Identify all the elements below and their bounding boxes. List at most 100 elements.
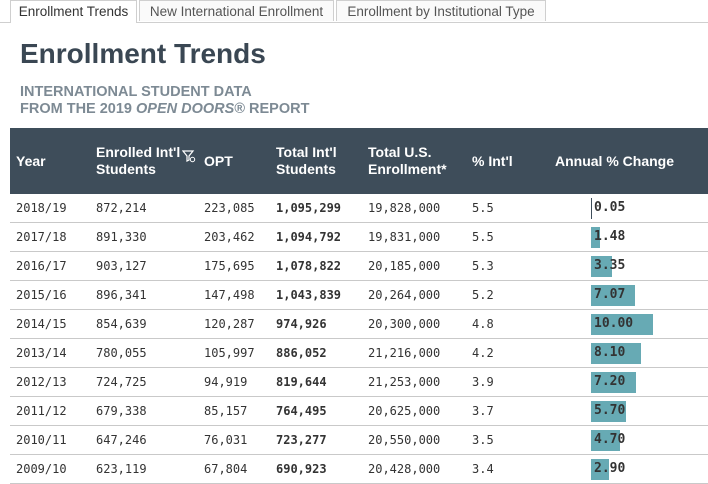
cell-pct-intl: 4.8: [472, 317, 494, 331]
cell-us-enrollment: 20,550,000: [368, 433, 441, 447]
cell-enrolled: 623,119: [96, 462, 147, 476]
header-enrolled[interactable]: Enrolled Int'l Students: [96, 128, 196, 194]
header-us-line1: Total U.S.: [368, 144, 432, 160]
cell-total: 764,495: [276, 404, 327, 418]
cell-year: 2013/14: [16, 346, 67, 360]
table-row: 2016/17 903,127 175,695 1,078,822 20,185,000…: [10, 252, 708, 281]
header-annual-change[interactable]: Annual % Change: [555, 128, 674, 194]
cell-annual-change: 2.90: [594, 461, 626, 476]
annual-change-bar: [591, 372, 636, 393]
annual-change-bar: [591, 430, 620, 451]
subtitle-report-name: OPEN DOORS: [136, 101, 235, 117]
cell-us-enrollment: 20,428,000: [368, 462, 441, 476]
cell-pct-intl: 3.9: [472, 375, 494, 389]
annual-change-bar: [591, 343, 641, 364]
header-total-line1: Total Int'l: [276, 144, 337, 160]
subtitle-line-1: INTERNATIONAL STUDENT DATA: [20, 84, 252, 100]
header-year[interactable]: Year: [16, 128, 46, 194]
header-pct-label: % Int'l: [472, 152, 513, 169]
cell-annual-change: 10.00: [594, 316, 634, 331]
cell-us-enrollment: 20,264,000: [368, 288, 441, 302]
cell-opt: 67,804: [204, 462, 248, 476]
table-header: Year Enrolled Int'l Students OPT Total I…: [10, 128, 708, 194]
table-row: 2009/10 623,119 67,804 690,923 20,428,000 3.4…: [10, 455, 708, 484]
cell-total: 1,043,839: [276, 288, 342, 302]
cell-opt: 85,157: [204, 404, 248, 418]
cell-year: 2010/11: [16, 433, 67, 447]
header-total[interactable]: Total Int'l Students: [276, 128, 337, 194]
cell-us-enrollment: 19,828,000: [368, 201, 441, 215]
table-row: 2011/12 679,338 85,157 764,495 20,625,000 3.7…: [10, 397, 708, 426]
annual-change-bar: [591, 401, 626, 422]
cell-year: 2016/17: [16, 259, 67, 273]
cell-pct-intl: 5.2: [472, 288, 494, 302]
header-opt-label: OPT: [204, 152, 233, 169]
table-row: 2013/14 780,055 105,997 886,052 21,216,000 4.…: [10, 339, 708, 368]
cell-year: 2011/12: [16, 404, 67, 418]
cell-total: 819,644: [276, 375, 327, 389]
filter-icon[interactable]: [182, 149, 196, 163]
annual-change-bar: [591, 314, 653, 335]
header-opt[interactable]: OPT: [204, 128, 233, 194]
cell-annual-change: 0.05: [594, 200, 626, 215]
header-enrolled-label: Enrolled Int'l Students: [96, 144, 180, 178]
header-total-label: Total Int'l Students: [276, 144, 337, 178]
tab-enrollment-trends[interactable]: Enrollment Trends: [10, 0, 137, 23]
cell-opt: 203,462: [204, 230, 255, 244]
table-row: 2012/13 724,725 94,919 819,644 21,253,000 3.9…: [10, 368, 708, 397]
cell-annual-change: 4.70: [594, 432, 626, 447]
cell-us-enrollment: 19,831,000: [368, 230, 441, 244]
cell-opt: 120,287: [204, 317, 255, 331]
cell-year: 2012/13: [16, 375, 67, 389]
cell-opt: 94,919: [204, 375, 248, 389]
cell-year: 2018/19: [16, 201, 67, 215]
header-enrolled-line2: Students: [96, 161, 156, 177]
cell-total: 974,926: [276, 317, 327, 331]
cell-pct-intl: 3.7: [472, 404, 494, 418]
page-subtitle: INTERNATIONAL STUDENT DATA FROM THE 2019…: [20, 84, 309, 118]
cell-enrolled: 903,127: [96, 259, 147, 273]
cell-total: 886,052: [276, 346, 327, 360]
subtitle-suffix: ® REPORT: [234, 101, 310, 117]
enrollment-table: Year Enrolled Int'l Students OPT Total I…: [10, 128, 708, 484]
subtitle-line-2: FROM THE 2019 OPEN DOORS® REPORT: [20, 101, 309, 118]
header-total-line2: Students: [276, 161, 336, 177]
tab-new-international-enrollment[interactable]: New International Enrollment: [139, 0, 334, 21]
cell-enrolled: 872,214: [96, 201, 147, 215]
cell-total: 690,923: [276, 462, 327, 476]
header-us-enrollment[interactable]: Total U.S. Enrollment*: [368, 128, 447, 194]
subtitle-prefix: FROM THE 2019: [20, 101, 137, 117]
cell-enrolled: 724,725: [96, 375, 147, 389]
cell-pct-intl: 3.4: [472, 462, 494, 476]
cell-opt: 105,997: [204, 346, 255, 360]
cell-pct-intl: 3.5: [472, 433, 494, 447]
table-row: 2018/19 872,214 223,085 1,095,299 19,828,000…: [10, 194, 708, 223]
cell-pct-intl: 5.5: [472, 201, 494, 215]
cell-year: 2014/15: [16, 317, 67, 331]
cell-total: 1,095,299: [276, 201, 342, 215]
table-row: 2010/11 647,246 76,031 723,277 20,550,000 3.5…: [10, 426, 708, 455]
cell-enrolled: 679,338: [96, 404, 147, 418]
cell-year: 2017/18: [16, 230, 67, 244]
cell-enrolled: 896,341: [96, 288, 147, 302]
cell-opt: 76,031: [204, 433, 248, 447]
table-body: 2018/19 872,214 223,085 1,095,299 19,828,000…: [10, 194, 708, 484]
cell-us-enrollment: 20,300,000: [368, 317, 441, 331]
annual-change-bar: [591, 227, 600, 248]
cell-pct-intl: 5.5: [472, 230, 494, 244]
table-row: 2014/15 854,639 120,287 974,926 20,300,000 4.…: [10, 310, 708, 339]
cell-opt: 175,695: [204, 259, 255, 273]
cell-annual-change: 8.10: [594, 345, 626, 360]
cell-annual-change: 1.48: [594, 229, 626, 244]
table-row: 2015/16 896,341 147,498 1,043,839 20,264,000…: [10, 281, 708, 310]
cell-total: 1,078,822: [276, 259, 342, 273]
cell-enrolled: 780,055: [96, 346, 147, 360]
header-pct-intl[interactable]: % Int'l: [472, 128, 513, 194]
cell-year: 2015/16: [16, 288, 67, 302]
cell-enrolled: 647,246: [96, 433, 147, 447]
cell-pct-intl: 4.2: [472, 346, 494, 360]
header-year-label: Year: [16, 152, 46, 169]
tab-enrollment-by-institutional-type[interactable]: Enrollment by Institutional Type: [336, 0, 546, 21]
header-us-line2: Enrollment*: [368, 161, 447, 177]
header-enrolled-line1: Enrolled Int'l: [96, 144, 181, 160]
